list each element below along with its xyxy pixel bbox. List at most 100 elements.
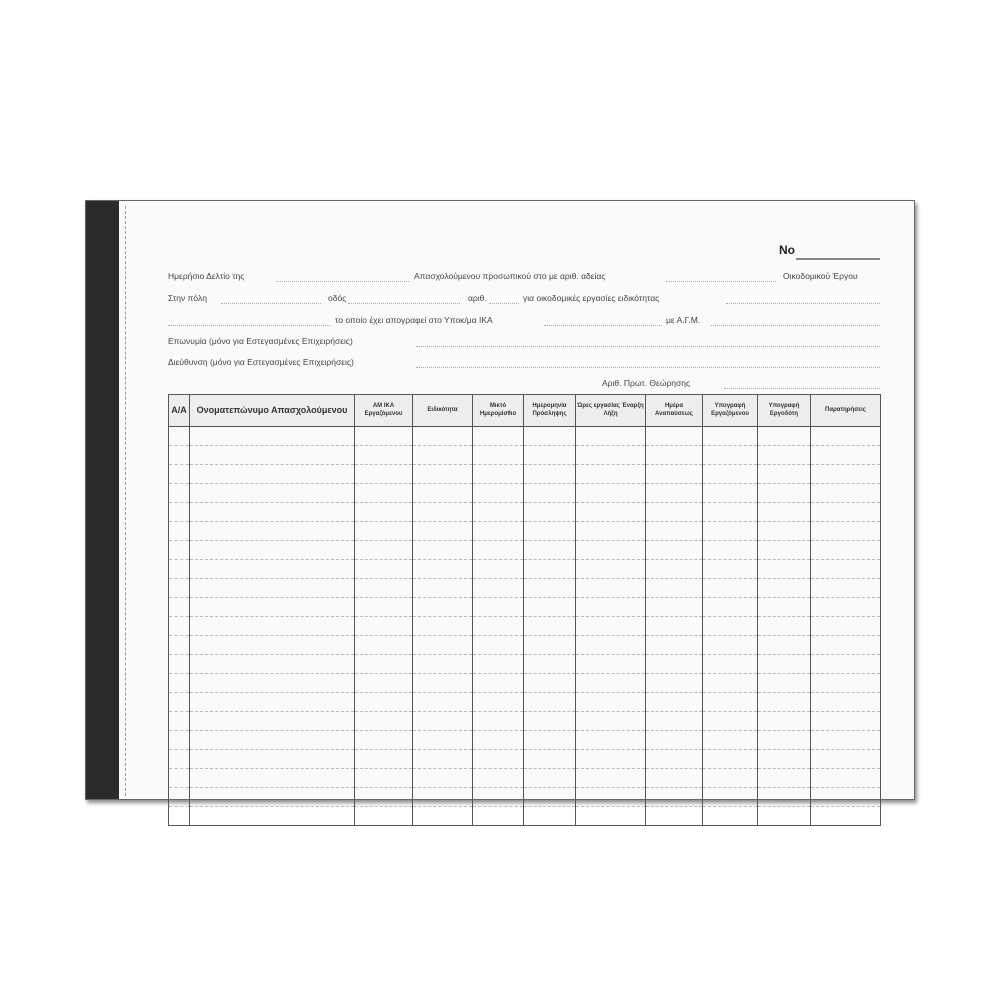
table-cell[interactable] <box>472 616 524 636</box>
table-cell[interactable] <box>412 426 473 446</box>
table-cell[interactable] <box>702 768 758 788</box>
table-cell[interactable] <box>810 502 881 522</box>
table-cell[interactable] <box>472 445 524 465</box>
table-cell[interactable] <box>523 787 576 807</box>
table-cell[interactable] <box>757 749 811 769</box>
table-cell[interactable] <box>523 502 576 522</box>
table-cell[interactable] <box>412 559 473 579</box>
table-cell[interactable] <box>189 635 355 655</box>
table-cell[interactable] <box>523 806 576 826</box>
table-cell[interactable] <box>810 787 881 807</box>
table-cell[interactable] <box>757 673 811 693</box>
table-cell[interactable] <box>168 483 190 503</box>
table-cell[interactable] <box>412 635 473 655</box>
table-cell[interactable] <box>472 540 524 560</box>
table-cell[interactable] <box>168 673 190 693</box>
table-cell[interactable] <box>354 768 413 788</box>
table-cell[interactable] <box>575 597 646 617</box>
table-cell[interactable] <box>189 559 355 579</box>
table-cell[interactable] <box>168 445 190 465</box>
table-cell[interactable] <box>168 559 190 579</box>
table-cell[interactable] <box>702 673 758 693</box>
table-cell[interactable] <box>189 426 355 446</box>
table-cell[interactable] <box>189 597 355 617</box>
table-cell[interactable] <box>189 711 355 731</box>
table-cell[interactable] <box>702 502 758 522</box>
table-cell[interactable] <box>523 483 576 503</box>
table-cell[interactable] <box>523 578 576 598</box>
table-cell[interactable] <box>702 616 758 636</box>
table-cell[interactable] <box>472 711 524 731</box>
table-cell[interactable] <box>412 540 473 560</box>
table-cell[interactable] <box>354 483 413 503</box>
table-cell[interactable] <box>189 787 355 807</box>
table-cell[interactable] <box>575 654 646 674</box>
specialty-field[interactable] <box>726 303 880 304</box>
table-cell[interactable] <box>523 445 576 465</box>
table-cell[interactable] <box>168 597 190 617</box>
table-cell[interactable] <box>702 749 758 769</box>
table-cell[interactable] <box>354 559 413 579</box>
table-cell[interactable] <box>354 540 413 560</box>
company-name-field[interactable] <box>416 346 880 347</box>
table-cell[interactable] <box>810 597 881 617</box>
table-cell[interactable] <box>810 749 881 769</box>
table-cell[interactable] <box>412 768 473 788</box>
table-cell[interactable] <box>472 521 524 541</box>
permit-number-field[interactable] <box>666 281 776 282</box>
table-cell[interactable] <box>702 464 758 484</box>
agm-field[interactable] <box>711 325 880 326</box>
table-cell[interactable] <box>189 464 355 484</box>
table-cell[interactable] <box>575 502 646 522</box>
table-cell[interactable] <box>575 464 646 484</box>
table-cell[interactable] <box>354 616 413 636</box>
table-cell[interactable] <box>189 521 355 541</box>
table-cell[interactable] <box>354 445 413 465</box>
table-cell[interactable] <box>575 483 646 503</box>
table-cell[interactable] <box>168 806 190 826</box>
table-cell[interactable] <box>645 483 703 503</box>
table-cell[interactable] <box>354 464 413 484</box>
table-cell[interactable] <box>412 711 473 731</box>
table-cell[interactable] <box>189 483 355 503</box>
table-cell[interactable] <box>412 730 473 750</box>
table-cell[interactable] <box>523 426 576 446</box>
table-cell[interactable] <box>523 730 576 750</box>
ika-branch-field[interactable] <box>544 325 662 326</box>
table-cell[interactable] <box>189 806 355 826</box>
table-cell[interactable] <box>523 692 576 712</box>
table-cell[interactable] <box>523 768 576 788</box>
table-cell[interactable] <box>472 559 524 579</box>
table-cell[interactable] <box>575 445 646 465</box>
table-cell[interactable] <box>472 654 524 674</box>
table-cell[interactable] <box>575 559 646 579</box>
table-cell[interactable] <box>472 692 524 712</box>
table-cell[interactable] <box>702 635 758 655</box>
table-cell[interactable] <box>810 521 881 541</box>
table-cell[interactable] <box>354 635 413 655</box>
table-cell[interactable] <box>412 502 473 522</box>
table-cell[interactable] <box>523 654 576 674</box>
table-cell[interactable] <box>523 673 576 693</box>
table-cell[interactable] <box>168 711 190 731</box>
table-cell[interactable] <box>575 787 646 807</box>
table-cell[interactable] <box>645 445 703 465</box>
table-cell[interactable] <box>757 540 811 560</box>
table-cell[interactable] <box>575 749 646 769</box>
table-cell[interactable] <box>472 483 524 503</box>
table-cell[interactable] <box>810 692 881 712</box>
table-cell[interactable] <box>575 692 646 712</box>
table-cell[interactable] <box>810 711 881 731</box>
table-cell[interactable] <box>757 559 811 579</box>
table-cell[interactable] <box>810 483 881 503</box>
table-cell[interactable] <box>645 502 703 522</box>
table-cell[interactable] <box>702 711 758 731</box>
table-cell[interactable] <box>472 464 524 484</box>
table-cell[interactable] <box>757 521 811 541</box>
table-cell[interactable] <box>472 730 524 750</box>
table-cell[interactable] <box>472 597 524 617</box>
table-cell[interactable] <box>189 749 355 769</box>
table-cell[interactable] <box>702 597 758 617</box>
table-cell[interactable] <box>757 711 811 731</box>
table-cell[interactable] <box>757 597 811 617</box>
